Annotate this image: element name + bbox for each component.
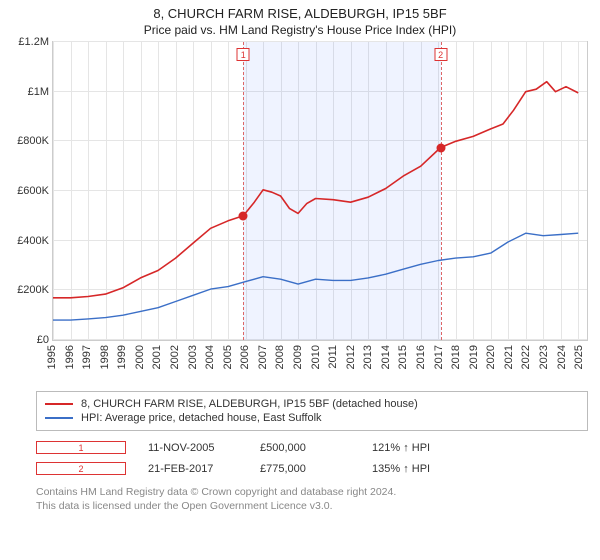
sale-marker-label: 1	[237, 48, 250, 61]
x-tick-label: 1995	[46, 345, 58, 369]
legend-swatch	[45, 403, 73, 405]
x-tick-label: 1997	[81, 345, 93, 369]
x-tick-label: 2025	[573, 345, 585, 369]
y-tick-label: £800K	[17, 135, 49, 147]
sale-row-marker: 2	[36, 462, 126, 475]
legend-item: 8, CHURCH FARM RISE, ALDEBURGH, IP15 5BF…	[45, 397, 579, 411]
sale-row: 2 21-FEB-2017 £775,000 135% ↑ HPI	[36, 458, 588, 479]
x-tick-label: 2005	[222, 345, 234, 369]
x-tick-label: 2022	[520, 345, 532, 369]
x-tick-label: 2023	[538, 345, 550, 369]
y-tick-label: £600K	[17, 185, 49, 197]
x-tick-label: 2007	[257, 345, 269, 369]
x-tick-label: 1998	[99, 345, 111, 369]
legend-swatch	[45, 417, 73, 419]
series-price_paid	[53, 82, 578, 298]
footer-line2: This data is licensed under the Open Gov…	[36, 500, 333, 512]
y-tick-label: £200K	[17, 284, 49, 296]
sale-row: 1 11-NOV-2005 £500,000 121% ↑ HPI	[36, 437, 588, 458]
x-tick-label: 2011	[327, 345, 339, 369]
y-axis: £0£200K£400K£600K£800K£1M£1.2M	[5, 42, 49, 340]
sale-date: 11-NOV-2005	[148, 442, 238, 454]
sale-date: 21-FEB-2017	[148, 463, 238, 475]
y-tick-label: £1M	[28, 86, 49, 98]
x-tick-label: 2003	[187, 345, 199, 369]
x-tick-label: 1999	[116, 345, 128, 369]
x-tick-label: 2012	[345, 345, 357, 369]
x-tick-label: 2013	[362, 345, 374, 369]
x-tick-label: 1996	[64, 345, 76, 369]
x-tick-label: 2004	[204, 345, 216, 369]
x-tick-label: 2017	[433, 345, 445, 369]
x-tick-label: 2024	[556, 345, 568, 369]
x-tick-label: 2008	[274, 345, 286, 369]
x-tick-label: 2015	[397, 345, 409, 369]
sale-dot	[436, 143, 445, 152]
legend-label: HPI: Average price, detached house, East…	[81, 412, 322, 424]
x-tick-label: 2018	[450, 345, 462, 369]
x-tick-label: 2010	[310, 345, 322, 369]
x-axis: 1995199619971998199920002001200220032004…	[52, 341, 588, 383]
x-tick-label: 2000	[134, 345, 146, 369]
x-tick-label: 2021	[503, 345, 515, 369]
sale-dot	[239, 211, 248, 220]
x-tick-label: 2016	[415, 345, 427, 369]
y-tick-label: £1.2M	[18, 36, 49, 48]
chart-title: 8, CHURCH FARM RISE, ALDEBURGH, IP15 5BF	[0, 0, 600, 21]
footer-line1: Contains HM Land Registry data © Crown c…	[36, 486, 396, 498]
x-tick-label: 2002	[169, 345, 181, 369]
footer-attribution: Contains HM Land Registry data © Crown c…	[36, 485, 588, 513]
series-hpi	[53, 233, 578, 320]
sale-price: £775,000	[260, 463, 350, 475]
legend-label: 8, CHURCH FARM RISE, ALDEBURGH, IP15 5BF…	[81, 398, 418, 410]
x-tick-label: 2014	[380, 345, 392, 369]
legend-item: HPI: Average price, detached house, East…	[45, 411, 579, 425]
sales-table: 1 11-NOV-2005 £500,000 121% ↑ HPI 2 21-FEB-20…	[36, 437, 588, 479]
series-svg	[53, 42, 587, 340]
sale-price: £500,000	[260, 442, 350, 454]
sale-row-marker: 1	[36, 441, 126, 454]
x-tick-label: 2019	[468, 345, 480, 369]
sale-marker-label: 2	[434, 48, 447, 61]
sale-vs-hpi: 121% ↑ HPI	[372, 442, 462, 454]
x-tick-label: 2001	[151, 345, 163, 369]
chart-container: 8, CHURCH FARM RISE, ALDEBURGH, IP15 5BF…	[0, 0, 600, 513]
legend: 8, CHURCH FARM RISE, ALDEBURGH, IP15 5BF…	[36, 391, 588, 431]
plot-area: £0£200K£400K£600K£800K£1M£1.2M 12	[52, 41, 588, 341]
x-tick-label: 2009	[292, 345, 304, 369]
x-tick-label: 2020	[485, 345, 497, 369]
x-tick-label: 2006	[239, 345, 251, 369]
y-tick-label: £400K	[17, 235, 49, 247]
sale-vs-hpi: 135% ↑ HPI	[372, 463, 462, 475]
chart-subtitle: Price paid vs. HM Land Registry's House …	[0, 21, 600, 41]
